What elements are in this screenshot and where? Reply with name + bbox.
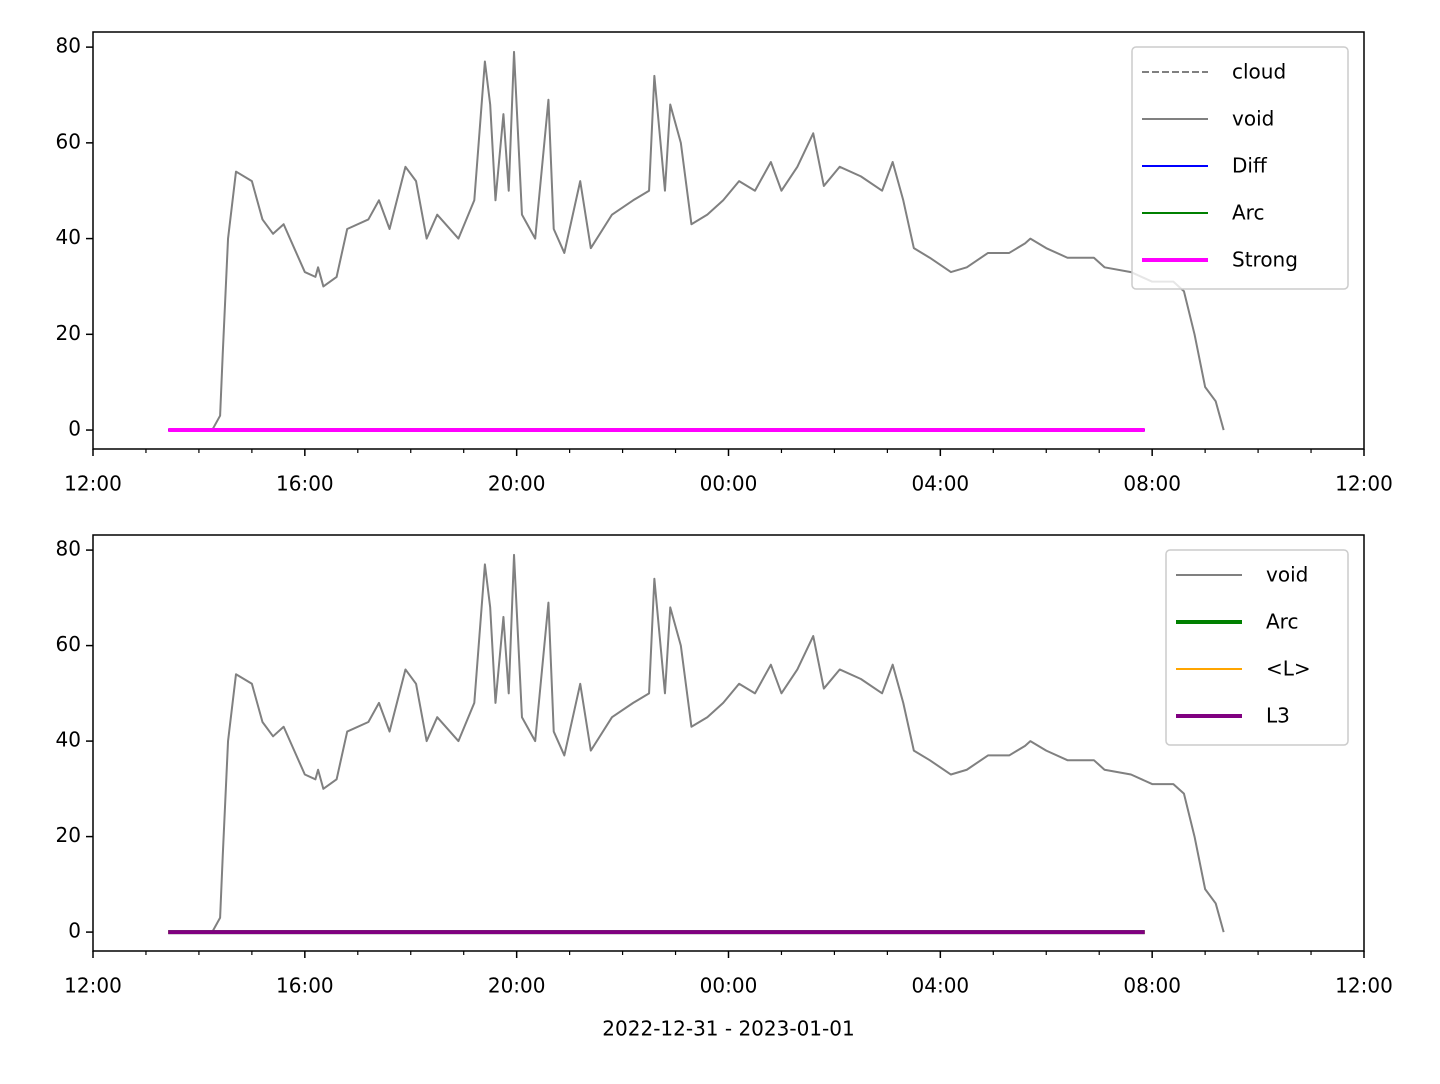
x-axis-label: 2022-12-31 - 2023-01-01 xyxy=(602,1017,854,1041)
x-tick-label: 00:00 xyxy=(700,472,758,496)
x-tick-label: 00:00 xyxy=(700,974,758,998)
y-tick-label: 0 xyxy=(68,919,81,943)
x-tick-label: 04:00 xyxy=(912,472,970,496)
x-tick-label: 16:00 xyxy=(276,974,334,998)
legend-label: cloud xyxy=(1232,60,1286,84)
y-tick-label: 0 xyxy=(68,417,81,441)
legend-label: Arc xyxy=(1232,201,1264,225)
x-tick-label: 16:00 xyxy=(276,472,334,496)
y-tick-label: 40 xyxy=(56,225,81,249)
y-tick-label: 60 xyxy=(56,129,81,153)
y-tick-label: 80 xyxy=(56,34,81,58)
legend-label: L3 xyxy=(1266,704,1290,728)
series-line xyxy=(168,553,1225,934)
x-tick-label: 12:00 xyxy=(64,974,122,998)
y-tick-label: 40 xyxy=(56,728,81,752)
x-tick-label: 20:00 xyxy=(488,974,546,998)
legend-label: void xyxy=(1232,107,1274,131)
legend-label: Arc xyxy=(1266,610,1298,634)
y-tick-label: 80 xyxy=(56,537,81,561)
legend-label: void xyxy=(1266,563,1308,587)
plot-area xyxy=(168,553,1225,935)
x-tick-label: 12:00 xyxy=(64,472,122,496)
legend-label: Strong xyxy=(1232,248,1298,272)
x-tick-label: 08:00 xyxy=(1123,472,1181,496)
axes-frame xyxy=(92,31,1365,450)
legend-label: Diff xyxy=(1232,154,1268,178)
series-line xyxy=(168,50,1225,432)
y-tick-label: 20 xyxy=(56,321,81,345)
plot-area xyxy=(168,50,1225,433)
y-tick-label: 20 xyxy=(56,823,81,847)
axes-frame xyxy=(92,534,1365,952)
legend-label: <L> xyxy=(1266,657,1311,681)
legend-box xyxy=(1165,549,1349,746)
x-tick-label: 04:00 xyxy=(912,974,970,998)
x-tick-label: 20:00 xyxy=(488,472,546,496)
legend-box xyxy=(1131,46,1349,290)
x-tick-label: 08:00 xyxy=(1123,974,1181,998)
x-tick-label: 12:00 xyxy=(1335,472,1393,496)
y-tick-label: 60 xyxy=(56,632,81,656)
x-tick-label: 12:00 xyxy=(1335,974,1393,998)
